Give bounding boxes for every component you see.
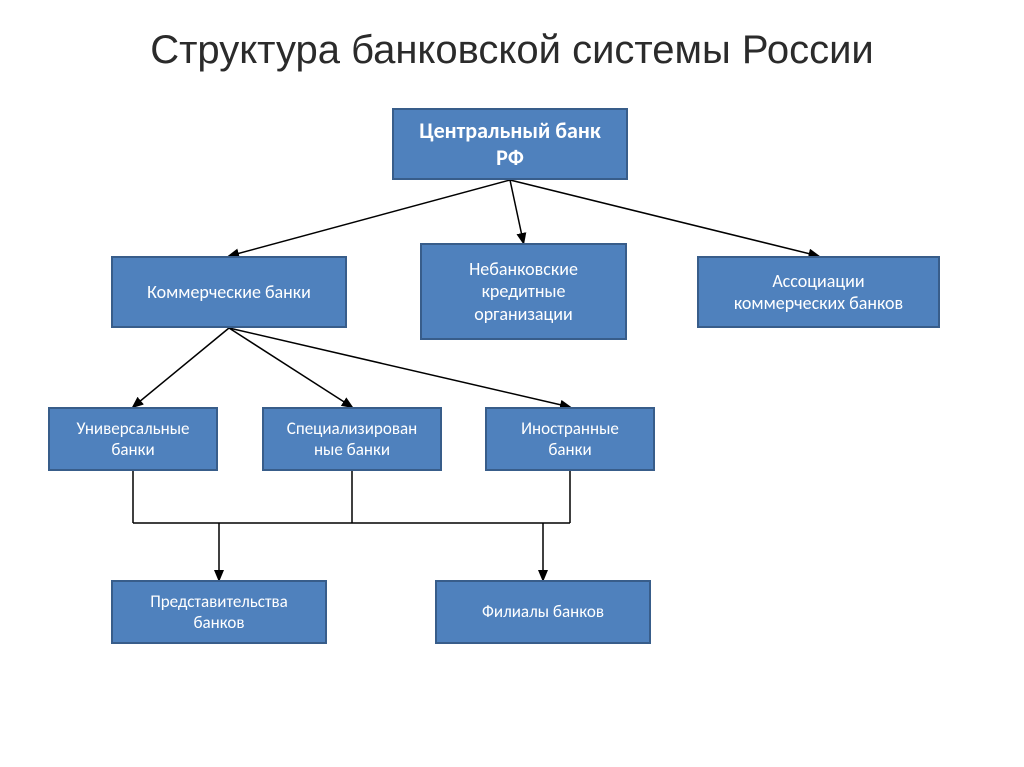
node-nonbank: Небанковскиекредитныеорганизации xyxy=(420,243,627,340)
node-repr: Представительствабанков xyxy=(111,580,327,644)
node-com: Коммерческие банки xyxy=(111,256,347,328)
diagram-title: Структура банковской системы России xyxy=(0,28,1024,73)
node-root: Центральный банкРФ xyxy=(392,108,628,180)
node-spec: Специализированные банки xyxy=(262,407,442,471)
node-foreign: Иностранныебанки xyxy=(485,407,655,471)
diagram-canvas: Структура банковской системы России Цент… xyxy=(0,0,1024,767)
node-assoc: Ассоциациикоммерческих банков xyxy=(697,256,940,328)
node-uni: Универсальныебанки xyxy=(48,407,218,471)
node-branch: Филиалы банков xyxy=(435,580,651,644)
